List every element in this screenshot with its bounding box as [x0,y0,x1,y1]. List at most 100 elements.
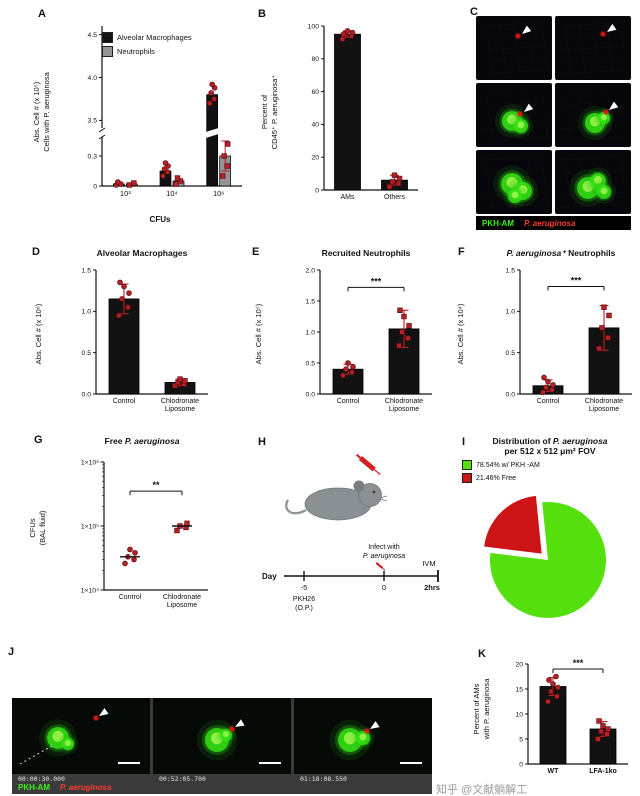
legend-swatch-neutrophils [102,46,113,57]
panel-j: J 00:00:30.000 00:52:05.700 01:18:08.550… [4,642,438,796]
svg-text:***: *** [571,276,582,286]
svg-text:1.0: 1.0 [306,329,316,336]
pkh-am-label-j: PKH-AM [18,783,50,792]
svg-text:WT: WT [548,768,560,775]
timestamp-2: 00:52:05.700 [159,775,206,783]
legend-item-free: 21.46% Free [462,473,540,483]
svg-text:0.0: 0.0 [306,391,316,398]
p-aeruginosa-label: P. aeruginosa [524,218,576,228]
panel-letter-c: C [470,6,478,18]
panel-i-title-line1: Distribution of P. aeruginosa [466,436,634,446]
svg-text:Chlodronate: Chlodronate [163,594,201,601]
panel-j-label-bar: PKH-AM P. aeruginosa [18,783,111,792]
svg-text:1×10⁶: 1×10⁶ [81,459,99,466]
panel-letter-d: D [32,246,40,258]
svg-text:Liposome: Liposome [165,406,195,413]
panel-g-ylabel: CFUs (BAL fluid) [28,510,47,546]
panel-letter-a: A [38,8,46,20]
panel-i-title-line2: per 512 x 512 μm² FOV [504,446,596,456]
panel-f: F P. aeruginosa⁺ Neutrophils Abs. Cell #… [448,244,640,434]
svg-text:IVM: IVM [422,559,435,568]
microscopy-image-c4 [555,83,631,147]
panel-letter-k: K [478,648,486,660]
panel-k: K Percent of AMs with P. aeruginosa 0 5 10… [466,646,638,794]
svg-text:5: 5 [519,736,523,743]
panel-c: C PKH-AM P. aeruginosa [460,4,636,238]
svg-text:Liposome: Liposome [389,406,419,413]
panel-k-ylabel: Percent of AMs with P. aeruginosa [472,678,491,740]
svg-text:Chlodronate: Chlodronate [161,398,199,405]
ivm-frame-3 [294,698,432,774]
microscopy-image-c3 [476,83,552,147]
panel-f-title-species: P. aeruginosa⁺ [506,248,566,258]
svg-text:2.0: 2.0 [306,267,316,274]
svg-text:0: 0 [93,183,97,190]
svg-text:Chlodronate: Chlodronate [585,398,623,405]
svg-text:Day: Day [262,572,277,581]
ivm-frame-2 [153,698,291,774]
panel-letter-b: B [258,8,266,20]
panel-f-title-rest: Neutrophils [565,248,616,258]
pkh-am-label: PKH-AM [482,218,514,228]
experiment-timeline-schematic: Day -5 PKH26 (O.P.) 0 Infect with P. aeruginos… [262,453,440,612]
p-aeruginosa-label-j: P. aeruginosa [60,783,112,792]
svg-text:0: 0 [519,761,523,768]
microscopy-image-c6 [555,150,631,214]
svg-text:60: 60 [311,89,319,96]
panel-letter-i: I [462,436,466,448]
panel-d-title: Alveolar Macrophages [96,248,188,258]
panel-h: H Day -5 PKH26 (O.P.) 0 Infect with P. aerugin… [244,430,452,635]
svg-text:1.5: 1.5 [306,298,316,305]
svg-text:80: 80 [311,56,319,63]
legend-label-pkh-am: 78.54% w/ PKH -AM [476,461,540,469]
watermark: 知乎 @文献躺解工 [436,784,528,796]
svg-text:10⁶: 10⁶ [213,189,224,198]
svg-text:20: 20 [311,155,319,162]
panel-a-legend: Alveolar Macrophages Neutrophils [102,32,192,57]
svg-text:Control: Control [113,398,136,405]
svg-text:(O.P.): (O.P.) [295,605,313,612]
svg-text:0: 0 [382,583,386,592]
panel-a-xlabel: CFUs [149,215,171,224]
svg-text:0: 0 [315,187,319,194]
svg-text:10⁴: 10⁴ [166,189,178,198]
timestamp-1: 00:00:30.000 [18,775,65,783]
svg-text:40: 40 [311,122,319,129]
svg-text:100: 100 [308,23,320,30]
svg-text:4.5: 4.5 [88,32,98,39]
microscopy-image-c2 [555,16,631,80]
panel-f-ylabel: Abs. Cell # (x 10⁴) [456,303,465,365]
panel-i-title-pre: Distribution of [492,436,553,446]
svg-text:LFA-1ko: LFA-1ko [589,768,617,775]
svg-text:15: 15 [515,686,523,693]
panel-j-image-strip: 00:00:30.000 00:52:05.700 01:18:08.550 P… [12,698,432,794]
svg-text:Control: Control [337,398,360,405]
panel-g-title: Free P. aeruginosa [66,436,218,446]
svg-text:1×10⁵: 1×10⁵ [81,523,99,530]
svg-text:0.5: 0.5 [82,350,92,357]
legend-label-free: 21.46% Free [476,474,517,482]
panel-d: D Alveolar Macrophages Abs. Cell # (x 10… [20,244,232,434]
legend-label-am: Alveolar Macrophages [117,33,192,42]
panel-g-title-pre: Free [104,436,125,446]
svg-text:Chlodronate: Chlodronate [385,398,423,405]
panel-letter-f: F [458,246,465,258]
svg-text:Control: Control [537,398,560,405]
panel-i: I Distribution of P. aeruginosa per 512 … [448,430,638,637]
panel-a-ylabel: Abs. Cell # (x 10⁵) Cells with P. aerugi… [32,72,51,152]
legend-item-neutrophils: Neutrophils [102,46,192,57]
panel-e: E Recruited Neutrophils Abs. Cell # (x 1… [242,244,447,434]
panel-e-ylabel: Abs. Cell # (x 10⁵) [254,303,263,365]
svg-text:1.5: 1.5 [82,267,92,274]
panel-letter-h: H [258,436,266,448]
microscopy-image-c1 [476,16,552,80]
panel-e-title: Recruited Neutrophils [321,248,411,258]
svg-text:Control: Control [119,594,142,601]
svg-text:0.5: 0.5 [506,350,516,357]
svg-text:P. aeruginosa: P. aeruginosa [363,553,405,560]
svg-text:2hrs: 2hrs [424,583,440,592]
svg-text:**: ** [152,480,160,490]
svg-text:AMs: AMs [341,194,356,201]
svg-text:3.5: 3.5 [88,118,98,125]
